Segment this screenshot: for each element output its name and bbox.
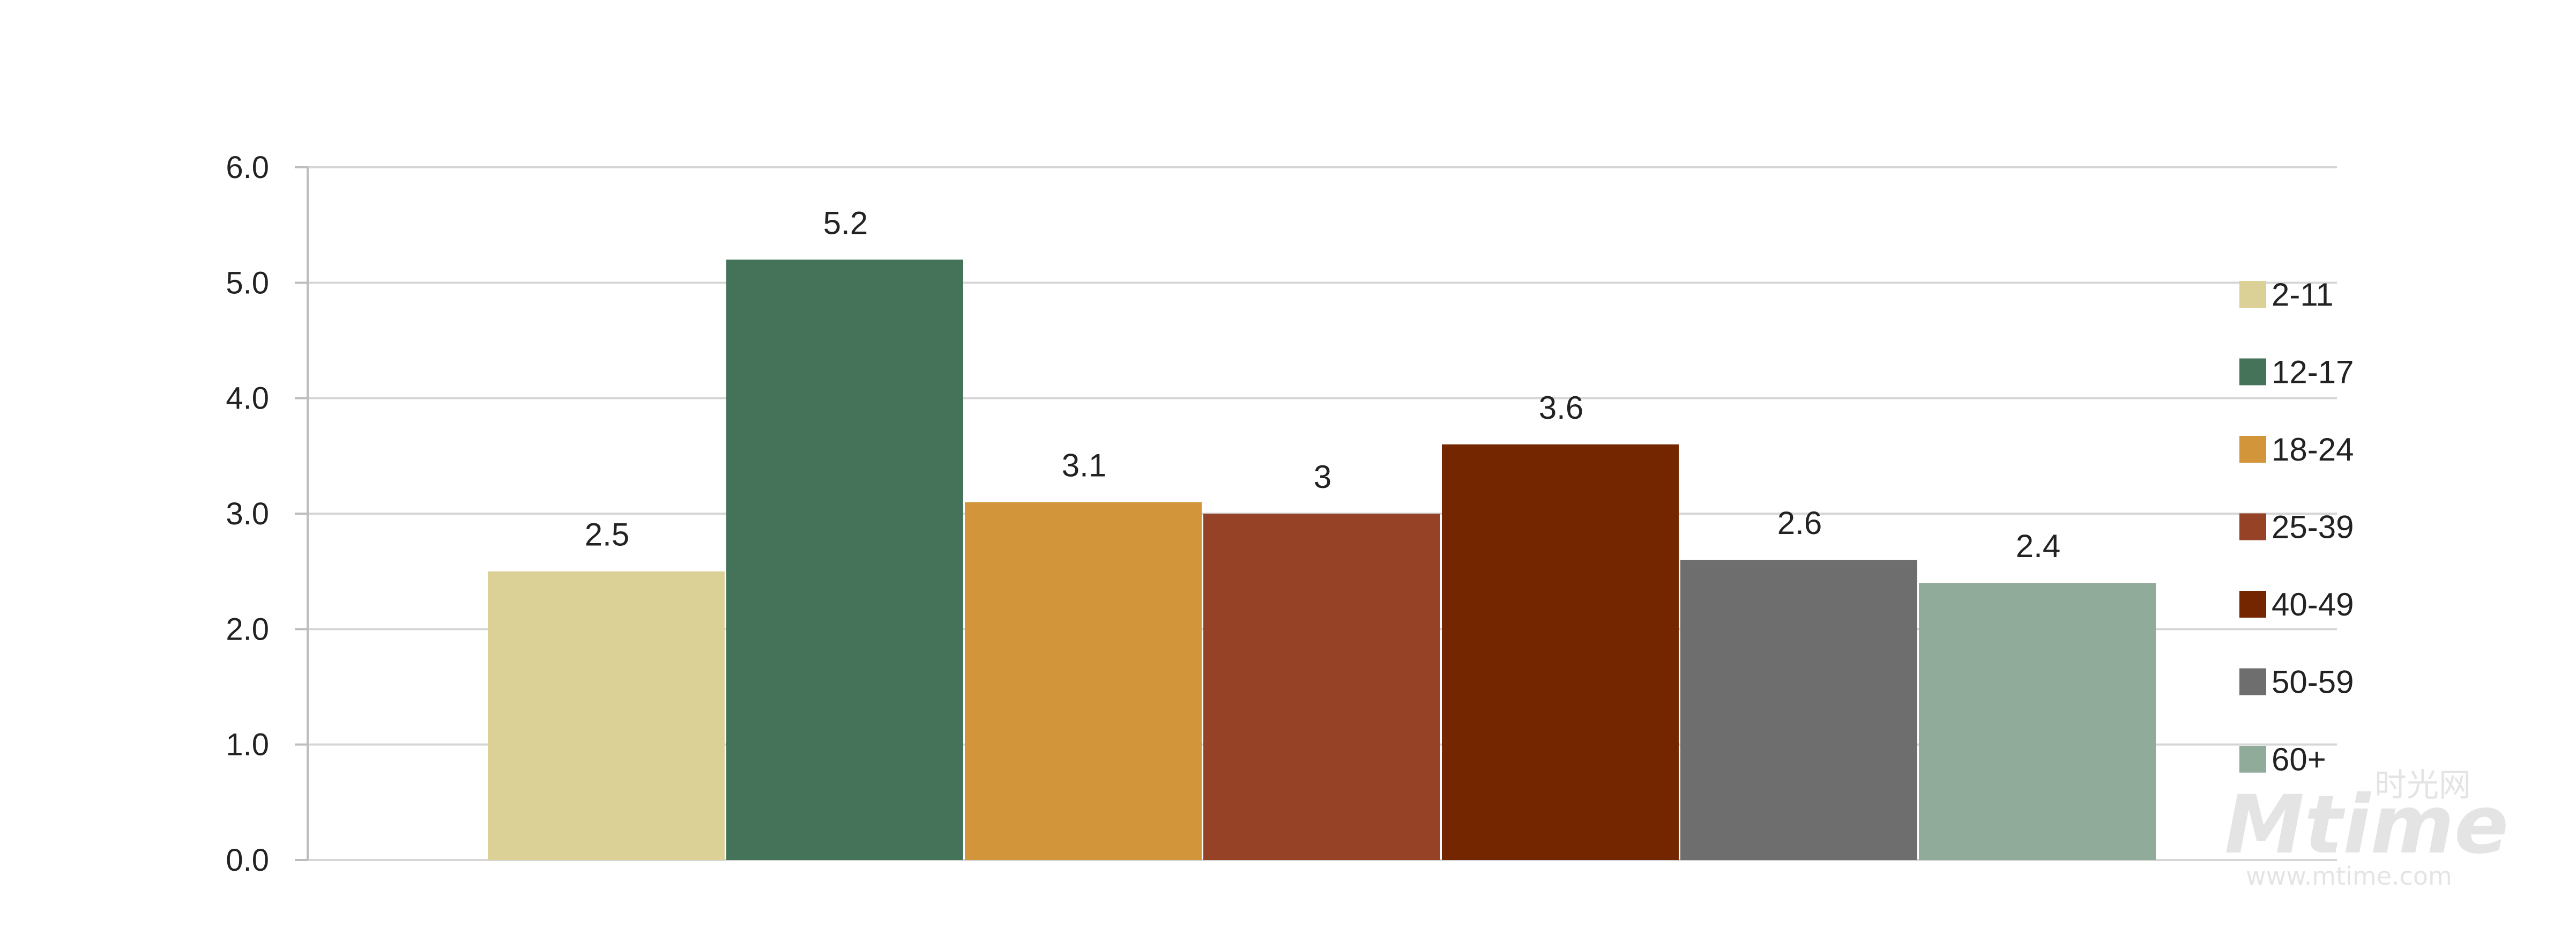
- y-tick-label: 3.0: [226, 496, 269, 531]
- bar-50-59: [1680, 560, 1917, 860]
- bar-2-11: [488, 571, 725, 860]
- data-label: 2.6: [1777, 505, 1822, 541]
- legend-swatch: [2239, 281, 2266, 308]
- legend-label: 40-49: [2272, 587, 2354, 622]
- y-tick-label: 0.0: [226, 843, 269, 878]
- data-label: 5.2: [823, 205, 868, 241]
- bar-25-39: [1203, 514, 1440, 860]
- legend-swatch: [2239, 591, 2266, 618]
- bar-40-49: [1442, 444, 1679, 860]
- y-tick-label: 1.0: [226, 728, 269, 762]
- y-tick-label: 5.0: [226, 265, 269, 300]
- legend-label: 12-17: [2272, 354, 2354, 390]
- legend-swatch: [2239, 358, 2266, 385]
- legend-label: 18-24: [2272, 432, 2354, 468]
- watermark-url-text: www.mtime.com: [2246, 862, 2452, 891]
- watermark-logo-text: Mtime: [2224, 779, 2508, 872]
- y-tick-label: 2.0: [226, 612, 269, 647]
- y-tick-label: 4.0: [226, 381, 269, 416]
- legend-swatch: [2239, 746, 2266, 773]
- bar-60plus: [1919, 583, 2156, 860]
- legend-label: 60+: [2272, 742, 2326, 777]
- y-axis: 0.0 1.0 2.0 3.0 4.0 5.0 6.0: [226, 150, 309, 878]
- legend-label: 25-39: [2272, 509, 2354, 545]
- bar-12-17: [726, 260, 963, 861]
- data-label: 2.4: [2016, 528, 2060, 564]
- bars: [488, 260, 2156, 861]
- data-label: 3: [1314, 459, 1331, 495]
- legend-label: 2-11: [2272, 277, 2334, 313]
- watermark-logo: Mtime 时光网 www.mtime.com: [2224, 767, 2508, 891]
- bar-18-24: [965, 502, 1202, 860]
- watermark-chinese-text: 时光网: [2374, 767, 2471, 804]
- legend-swatch: [2239, 513, 2266, 540]
- data-labels: 2.5 5.2 3.1 3 3.6 2.6 2.4: [585, 205, 2060, 564]
- y-tick-label: 6.0: [226, 150, 269, 185]
- data-label: 3.1: [1062, 447, 1106, 483]
- legend: 2-11 12-17 18-24 25-39 40-49 50-59 60+: [2239, 277, 2354, 777]
- legend-label: 50-59: [2272, 664, 2354, 700]
- legend-swatch: [2239, 436, 2266, 463]
- data-label: 3.6: [1539, 390, 1583, 426]
- data-label: 2.5: [585, 517, 629, 553]
- legend-swatch: [2239, 668, 2266, 695]
